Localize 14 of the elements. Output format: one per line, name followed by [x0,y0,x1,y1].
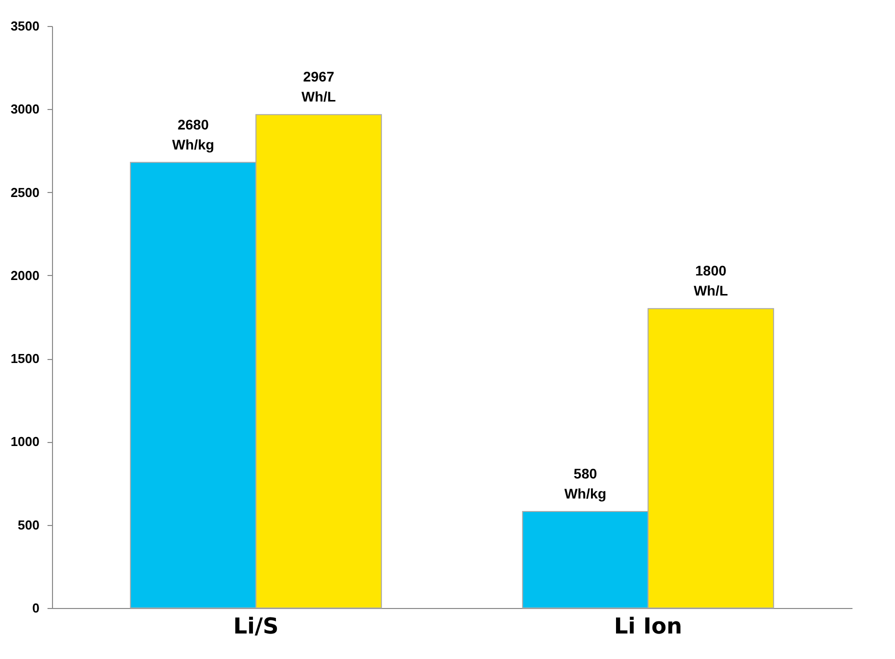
y-tick-label: 0 [32,600,40,616]
x-tick-label: Li Ion [614,614,682,640]
data-label: 1800 Wh/L [694,262,728,299]
y-tick-label: 1000 [10,434,40,450]
data-label: 2680 Wh/kg [172,116,214,152]
data-label: 580 Wh/kg [564,466,606,502]
y-tick-label: 1500 [10,351,40,366]
data-label: 2967 Wh/L [302,68,336,105]
y-tick-label: 500 [18,517,40,532]
y-tick-label: 2500 [10,184,40,200]
x-tick-label: Li/S [233,614,279,640]
y-tick-label: 3000 [10,102,40,117]
y-tick-label: 2000 [10,268,40,283]
y-tick-label: 3500 [10,18,40,34]
